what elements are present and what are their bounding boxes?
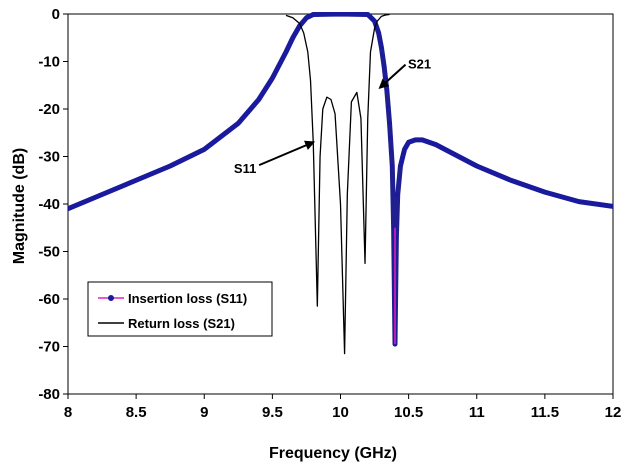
data-point-s11 — [387, 121, 392, 126]
data-point-s11 — [610, 204, 613, 209]
data-point-s11 — [384, 87, 390, 93]
legend-label-s11: Insertion loss (S11) — [128, 291, 247, 306]
data-point-s11 — [401, 151, 406, 156]
y-tick-label: -80 — [38, 386, 60, 403]
annotation-layer: S21 S11 — [234, 57, 431, 177]
legend-entry-return-loss: Return loss (S21) — [98, 316, 235, 331]
legend-label-s21: Return loss (S21) — [128, 316, 235, 331]
data-point-s11 — [379, 45, 384, 50]
legend: Insertion loss (S11) Return loss (S21) — [87, 281, 273, 337]
x-tick-label: 11.5 — [531, 404, 559, 421]
x-tick-label: 10.5 — [394, 404, 423, 421]
y-tick-label: -40 — [38, 196, 60, 213]
data-point-s11 — [372, 18, 377, 24]
series-insertion-loss — [68, 12, 613, 347]
y-tick-label: -10 — [38, 54, 60, 71]
y-tick-label: -70 — [38, 339, 60, 356]
x-tick-label: 8 — [64, 404, 72, 421]
series-layer — [68, 12, 613, 355]
x-tick-label: 11 — [469, 404, 485, 421]
y-tick-label: -60 — [38, 291, 60, 308]
data-point-s11 — [380, 54, 385, 59]
axis-ticks — [63, 13, 614, 399]
data-point-s11 — [400, 155, 405, 160]
x-axis-title: Frequency (GHz) — [269, 445, 397, 462]
y-tick-label: -20 — [38, 101, 60, 118]
data-point-s11 — [395, 192, 400, 197]
y-axis-title: Magnitude (dB) — [11, 148, 28, 264]
data-point-s11 — [375, 26, 380, 32]
x-tick-label: 12 — [605, 404, 622, 421]
data-point-s11 — [385, 104, 391, 109]
data-point-s11 — [399, 159, 404, 165]
data-point-s11 — [377, 35, 382, 40]
series-return-loss — [285, 13, 390, 355]
annotation-arrow — [378, 63, 407, 89]
legend-swatch-marker-s11 — [108, 295, 114, 301]
axis-tick-labels: 8 8.5 9 9.5 10 10.5 11 11.5 12 0 -10 -20 -30 -40 -50 -6… — [38, 6, 621, 421]
data-point-s11 — [390, 163, 395, 169]
data-point-s11 — [383, 75, 388, 81]
annotation-arrow — [258, 140, 316, 167]
x-tick-label: 10 — [332, 404, 349, 421]
data-point-s11 — [398, 163, 403, 169]
annotation-label: S21 — [408, 57, 431, 72]
y-tick-label: -30 — [38, 149, 60, 166]
data-point-s11 — [381, 64, 387, 69]
legend-entry-insertion-loss: Insertion loss (S11) — [98, 291, 247, 306]
data-point-s11 — [378, 40, 383, 45]
x-tick-label: 9 — [200, 404, 208, 421]
annotation-label: S11 — [234, 161, 256, 176]
legend-box — [87, 281, 273, 337]
data-point-s11 — [388, 135, 393, 140]
x-tick-label: 9.5 — [262, 404, 283, 421]
y-tick-label: 0 — [52, 6, 60, 23]
data-point-s11 — [376, 30, 381, 36]
series-return-loss-line — [285, 13, 390, 355]
data-point-s11 — [396, 178, 402, 183]
y-tick-label: -50 — [38, 244, 60, 261]
x-tick-label: 8.5 — [126, 404, 147, 421]
data-point-s11 — [389, 149, 394, 154]
